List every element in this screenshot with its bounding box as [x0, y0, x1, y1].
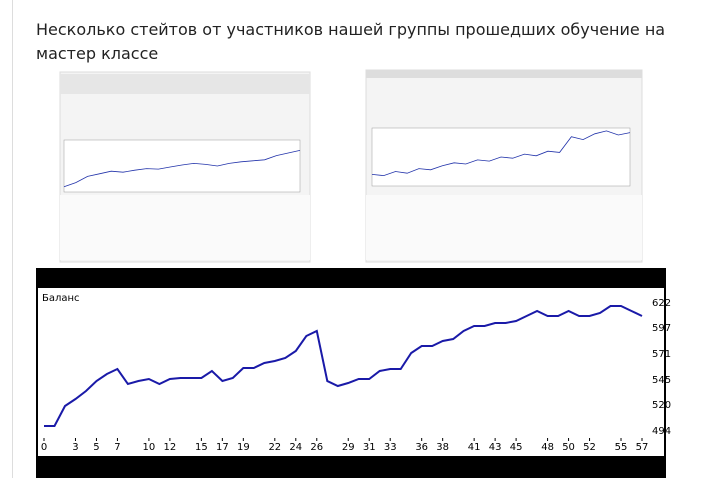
balance-line	[44, 305, 643, 427]
thumbnail-2-header	[366, 70, 642, 78]
x-tick-label: 10	[143, 442, 156, 453]
thumb-plot	[63, 139, 301, 193]
x-tick-label: 36	[415, 442, 428, 453]
thumbnail-1-header	[60, 74, 310, 94]
x-tick-label: 22	[268, 442, 281, 453]
x-tick-label: 48	[541, 442, 554, 453]
x-tick-label: 7	[114, 442, 120, 453]
thumbnail-1-table	[60, 195, 310, 260]
x-tick-label: 29	[342, 442, 355, 453]
x-tick-label: 15	[195, 442, 208, 453]
x-tick-label: 33	[384, 442, 397, 453]
x-tick-label: 24	[289, 442, 302, 453]
chart-title: Баланс	[42, 293, 80, 304]
x-tick-label: 26	[310, 442, 323, 453]
balance-plot	[38, 288, 664, 438]
x-tick-label: 12	[164, 442, 177, 453]
balance-line	[63, 150, 301, 188]
balance-line	[371, 130, 631, 177]
x-tick-label: 31	[363, 442, 376, 453]
y-tick-label: 597	[652, 323, 671, 334]
x-tick-label: 17	[216, 442, 229, 453]
x-tick-label: 38	[436, 442, 449, 453]
y-tick-label: 494	[652, 426, 671, 437]
x-tick-label: 55	[615, 442, 628, 453]
x-tick-label: 3	[72, 442, 78, 453]
x-tick-label: 52	[583, 442, 596, 453]
x-tick-label: 0	[41, 442, 47, 453]
x-tick-label: 19	[237, 442, 250, 453]
x-tick-label: 43	[489, 442, 502, 453]
x-tick-label: 41	[468, 442, 481, 453]
x-tick-label: 45	[510, 442, 523, 453]
balance-x-axis	[38, 438, 664, 456]
x-tick-label: 5	[93, 442, 99, 453]
y-tick-label: 545	[652, 375, 671, 386]
y-tick-label: 622	[652, 298, 671, 309]
x-tick-label: 57	[636, 442, 649, 453]
y-tick-label: 520	[652, 400, 671, 411]
thumbnail-2-table	[366, 195, 642, 260]
y-tick-label: 571	[652, 349, 671, 360]
x-tick-label: 50	[562, 442, 575, 453]
left-border	[12, 0, 13, 478]
post-text: Несколько стейтов от участников нашей гр…	[36, 20, 666, 63]
